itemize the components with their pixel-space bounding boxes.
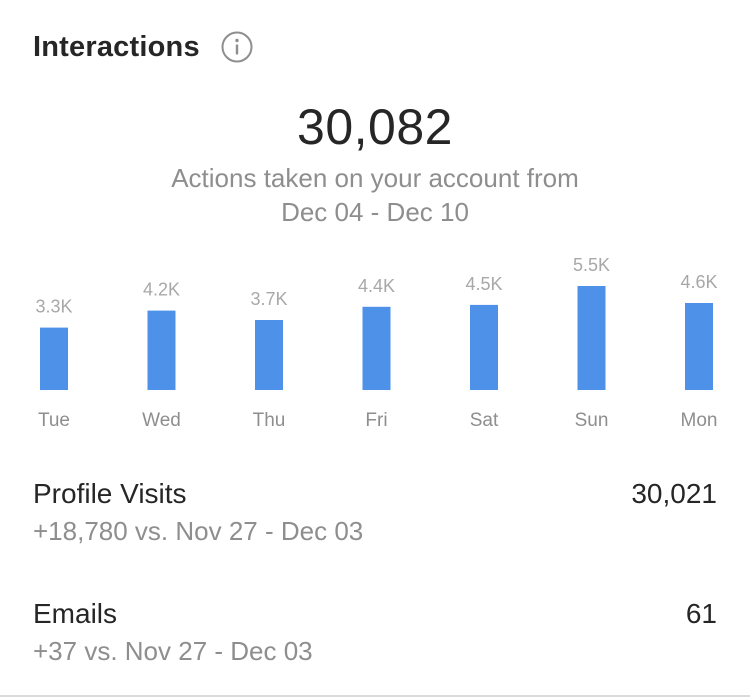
day-label: Sun	[575, 410, 609, 431]
day-label: Fri	[365, 410, 387, 431]
bar-value-label: 4.4K	[358, 276, 395, 296]
bar-value-label: 3.7K	[250, 289, 287, 309]
metric-comparison: +37 vs. Nov 27 - Dec 03	[33, 636, 313, 666]
bar-value-label: 4.2K	[143, 280, 180, 300]
bar-sun[interactable]	[577, 286, 606, 390]
interactions-header: Interactions	[33, 26, 253, 68]
bar-value-label: 4.5K	[465, 274, 502, 294]
metric-comparison: +18,780 vs. Nov 27 - Dec 03	[33, 516, 364, 546]
metric-emails[interactable]: Emails 61 +37 vs. Nov 27 - Dec 03	[33, 598, 717, 667]
bar-value-label: 5.5K	[573, 255, 610, 275]
info-icon[interactable]	[221, 31, 253, 63]
metric-name: Emails	[33, 598, 118, 629]
bar-wed[interactable]	[147, 310, 176, 390]
metric-value: 30,021	[631, 478, 717, 509]
section-title: Interactions	[33, 30, 200, 63]
bar-tue[interactable]	[40, 327, 68, 390]
bar-sat[interactable]	[470, 304, 498, 390]
day-label: Thu	[253, 410, 286, 431]
bar-mon[interactable]	[685, 303, 713, 390]
metric-name: Profile Visits	[33, 478, 187, 509]
bottom-divider	[0, 695, 750, 697]
bar-fri[interactable]	[362, 306, 391, 390]
total-interactions: 30,082	[297, 99, 453, 155]
interactions-bar-chart: 3.3K Tue 4.2K Wed 3.7K Thu 4.4K Fri 4.5K Sat 5.5K S…	[35, 255, 718, 431]
day-label: Wed	[142, 410, 181, 431]
day-label: Sat	[470, 410, 499, 431]
summary-date-range: Dec 04 - Dec 10	[281, 197, 469, 227]
metric-profile-visits[interactable]: Profile Visits 30,021 +18,780 vs. Nov 27…	[33, 478, 717, 547]
day-label: Tue	[38, 410, 70, 431]
metric-value: 61	[685, 598, 717, 629]
bar-value-label: 3.3K	[35, 297, 72, 317]
bar-thu[interactable]	[255, 320, 283, 390]
summary-description: Actions taken on your account from	[171, 163, 579, 193]
day-label: Mon	[681, 410, 718, 431]
bar-value-label: 4.6K	[680, 272, 717, 292]
